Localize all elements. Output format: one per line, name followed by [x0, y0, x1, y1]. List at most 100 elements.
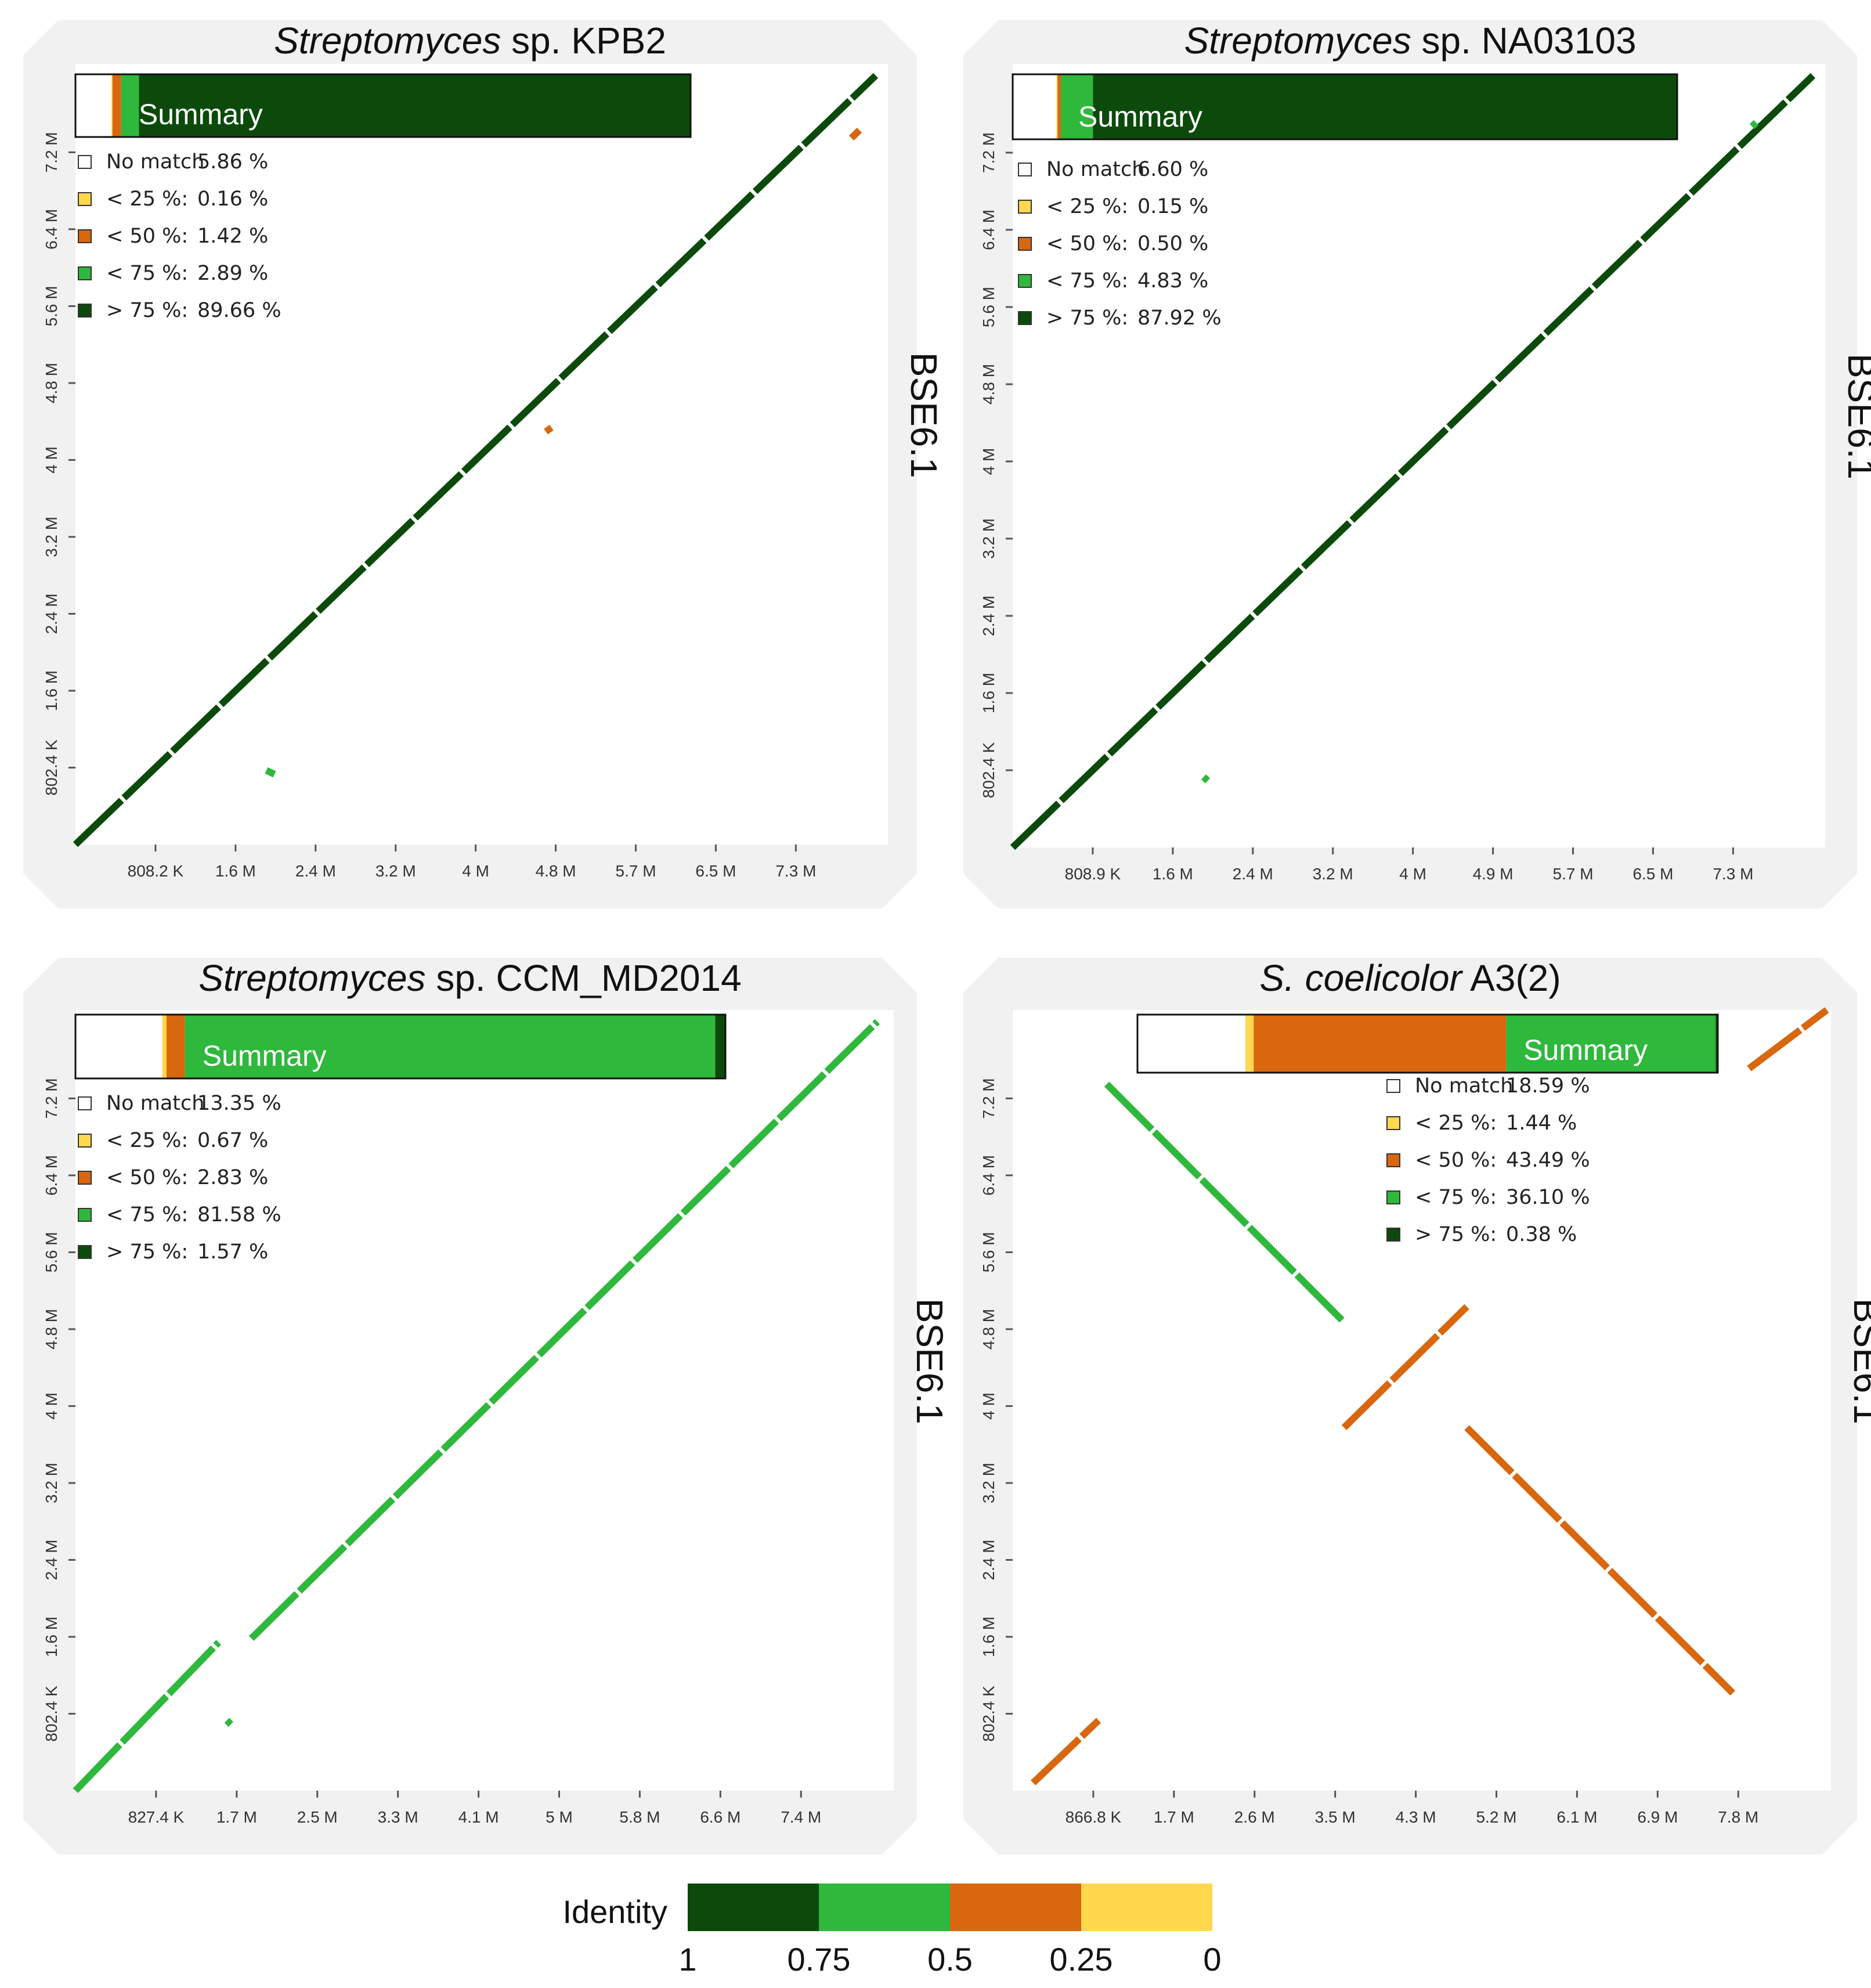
summary-bar-segment: [1057, 74, 1061, 139]
y-tick-label: 802.4 K: [42, 1686, 60, 1742]
legend-label: No match: [106, 1092, 204, 1115]
x-tick-label: 1.7 M: [216, 1808, 257, 1826]
legend-label: < 50 %:: [1415, 1149, 1497, 1172]
x-tick-label: 4 M: [1399, 865, 1426, 883]
identity-scale-swatch: [688, 1884, 819, 1931]
legend-swatch: [1018, 200, 1032, 214]
x-tick-label: 1.6 M: [215, 862, 256, 880]
y-tick-label: 5.6 M: [980, 1232, 998, 1272]
x-tick-label: 2.4 M: [295, 862, 336, 880]
alignment-segment: [1341, 1304, 1469, 1430]
legend-value: 0.38 %: [1506, 1223, 1577, 1246]
x-tick-label: 4.8 M: [536, 862, 576, 880]
x-tick-label: 3.5 M: [1315, 1808, 1356, 1826]
y-tick-label: 4 M: [980, 1392, 998, 1420]
panel-title: Streptomyces sp. CCM_MD2014: [198, 957, 741, 999]
alignment-segment: [1201, 774, 1211, 784]
x-tick-label: 6.5 M: [1632, 865, 1673, 883]
legend-swatch: [1018, 274, 1032, 288]
alignment-segment: [1031, 1718, 1101, 1785]
y-tick-label: 3.2 M: [42, 517, 60, 557]
identity-scale-tick: 1: [678, 1941, 696, 1978]
legend-value: 36.10 %: [1506, 1186, 1590, 1209]
x-tick-label: 1.7 M: [1154, 1808, 1194, 1826]
y-tick-label: 4.8 M: [980, 364, 998, 405]
y-tick-label: 1.6 M: [980, 1617, 998, 1657]
legend-swatch: [78, 1096, 92, 1110]
y-tick-label: 1.6 M: [42, 670, 60, 711]
legend-label: < 75 %:: [106, 1203, 188, 1226]
legend-label: No match: [106, 150, 204, 174]
summary-bar-segment: [185, 1015, 716, 1078]
legend-value: 5.86 %: [197, 150, 268, 174]
identity-scale-tick: 0.75: [788, 1941, 851, 1978]
alignment-segment: [1749, 120, 1759, 129]
alignment-segment: [73, 1640, 222, 1794]
legend-value: 4.83 %: [1137, 269, 1208, 293]
alignment-segment: [1010, 73, 1816, 850]
legend-label: < 25 %:: [106, 187, 188, 211]
legend-value: 0.16 %: [197, 187, 268, 211]
y-tick-label: 802.4 K: [980, 1686, 998, 1742]
legend-value: 0.67 %: [197, 1129, 268, 1152]
identity-scale-swatch: [950, 1884, 1081, 1931]
y-tick-label: 802.4 K: [980, 742, 998, 798]
summary-bar-segment: [1056, 74, 1058, 139]
legend-value: 87.92 %: [1137, 306, 1222, 330]
legend-swatch: [1386, 1116, 1400, 1130]
summary-bar-label: Summary: [1523, 1034, 1648, 1066]
y-tick-label: 802.4 K: [42, 739, 60, 796]
summary-bar-border: [1136, 1013, 1719, 1074]
y-axis-genome-label: BSE6.1: [1846, 1298, 1871, 1424]
y-tick-label: 7.2 M: [980, 132, 998, 173]
summary-bar-label: Summary: [1078, 100, 1202, 133]
summary-bar-segment: [111, 74, 113, 137]
x-tick-label: 4.1 M: [458, 1808, 499, 1826]
plot-area: [1013, 1010, 1831, 1791]
x-tick-label: 6.9 M: [1637, 1808, 1678, 1826]
summary-bar-segment: [1506, 1015, 1716, 1073]
summary-bar-segment: [139, 74, 691, 137]
summary-bar-label: Summary: [139, 98, 263, 131]
y-tick-label: 3.2 M: [42, 1463, 60, 1503]
legend-swatch: [78, 1245, 92, 1259]
x-tick-label: 5.7 M: [616, 862, 656, 880]
y-axis-genome-label: BSE6.1: [1840, 353, 1871, 479]
legend-label: No match: [1046, 158, 1144, 181]
legend-swatch: [78, 1134, 92, 1148]
summary-bar-segment: [715, 1015, 725, 1078]
x-tick-label: 5 M: [546, 1808, 573, 1826]
summary-bar-segment: [75, 1015, 162, 1078]
alignment-segment: [224, 1718, 234, 1727]
summary-bar-segment: [1061, 74, 1093, 139]
x-tick-label: 2.4 M: [1233, 865, 1273, 883]
x-tick-label: 5.7 M: [1553, 865, 1594, 883]
summary-bar-border: [1012, 73, 1678, 140]
x-tick-label: 3.2 M: [1313, 865, 1353, 883]
x-tick-label: 2.5 M: [297, 1808, 338, 1826]
y-axis-genome-label: BSE6.1: [909, 1298, 951, 1424]
legend-label: > 75 %:: [1415, 1223, 1497, 1246]
legend-label: < 75 %:: [106, 262, 188, 285]
summary-bar-segment: [162, 1015, 167, 1078]
summary-bar-segment: [1013, 74, 1057, 139]
legend-swatch: [78, 304, 92, 317]
legend-label: > 75 %:: [106, 1240, 188, 1264]
summary-bar-border: [74, 1013, 727, 1080]
legend-swatch: [78, 229, 92, 243]
y-tick-label: 7.2 M: [980, 1078, 998, 1119]
legend-value: 1.44 %: [1506, 1112, 1577, 1135]
x-tick-label: 7.8 M: [1718, 1808, 1758, 1826]
identity-scale-swatch: [819, 1884, 950, 1931]
legend-label: < 25 %:: [1046, 195, 1128, 218]
identity-scale-label: Identity: [562, 1893, 667, 1930]
legend-swatch: [1018, 311, 1032, 325]
y-axis-genome-label: BSE6.1: [903, 352, 945, 478]
y-tick-label: 5.6 M: [42, 1232, 60, 1272]
y-tick-label: 2.4 M: [42, 1539, 60, 1580]
legend-label: > 75 %:: [1046, 306, 1128, 330]
x-tick-label: 6.1 M: [1556, 1808, 1597, 1826]
alignment-segment: [1747, 1007, 1829, 1071]
x-tick-label: 2.6 M: [1234, 1808, 1275, 1826]
legend-swatch: [78, 1171, 92, 1185]
